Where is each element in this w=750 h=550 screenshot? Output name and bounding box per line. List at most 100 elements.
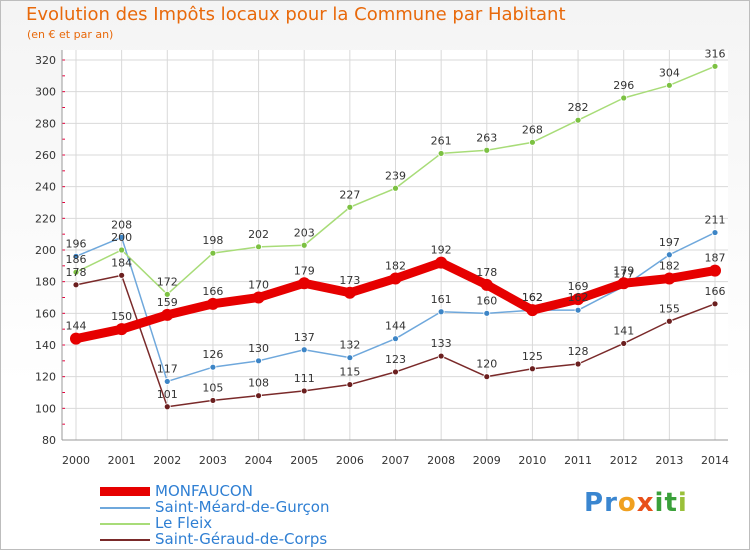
data-label: 101 (157, 388, 178, 401)
proxiti-logo: Proxiti (584, 488, 688, 518)
data-label: 105 (202, 381, 223, 394)
data-label: 132 (339, 339, 360, 352)
data-point (252, 291, 265, 304)
chart-subtitle: (en € et par an) (27, 28, 114, 41)
data-label: 166 (202, 285, 223, 298)
y-tick-label: 120 (35, 371, 56, 384)
legend-swatch (100, 506, 150, 509)
x-tick-label: 2001 (108, 454, 136, 467)
data-label: 211 (705, 214, 726, 227)
data-point (620, 340, 628, 347)
data-point (298, 277, 311, 290)
data-point (620, 94, 628, 102)
data-label: 282 (568, 101, 589, 114)
data-point (255, 357, 262, 365)
data-label: 304 (659, 66, 680, 79)
data-label: 261 (431, 134, 452, 147)
data-label: 198 (202, 234, 223, 247)
data-point (574, 306, 582, 314)
data-label: 179 (294, 264, 315, 277)
logo-letter: i (677, 488, 688, 518)
data-point (709, 264, 721, 277)
data-label: 177 (613, 267, 634, 280)
data-point (572, 293, 585, 306)
data-label: 128 (568, 345, 589, 358)
data-label: 137 (294, 331, 315, 344)
data-label: 178 (476, 266, 497, 279)
y-tick-label: 200 (35, 244, 56, 257)
data-label: 155 (659, 302, 680, 315)
logo-letter: r (604, 488, 618, 518)
data-point (665, 251, 673, 259)
data-label: 268 (522, 123, 543, 136)
chart-legend: MONFAUCON Saint-Méard-de-Gurçon Le Fleix Sa… (100, 483, 330, 547)
data-point (255, 243, 262, 251)
data-label: 192 (431, 244, 452, 257)
data-point (70, 332, 82, 345)
data-point (392, 368, 399, 376)
y-tick-label: 160 (35, 307, 56, 320)
x-tick-label: 2010 (518, 454, 546, 467)
data-label: 160 (476, 294, 497, 307)
data-point (115, 323, 128, 336)
data-point (163, 403, 171, 411)
data-label: 166 (705, 285, 726, 298)
x-tick-label: 2003 (199, 454, 227, 467)
data-label: 179 (613, 264, 634, 277)
data-label: 144 (385, 320, 406, 333)
data-label: 115 (339, 366, 360, 379)
data-label: 126 (202, 348, 223, 361)
legend-entry: Saint-Méard-de-Gurçon (100, 499, 330, 515)
data-label: 144 (66, 320, 87, 333)
data-point (437, 150, 445, 157)
data-label: 202 (248, 228, 269, 241)
data-point (711, 300, 719, 308)
data-point (346, 381, 354, 388)
data-point (665, 317, 673, 325)
logo-letter: o (617, 488, 637, 518)
data-label: 111 (294, 372, 315, 385)
data-point (118, 271, 126, 279)
data-label: 169 (568, 280, 589, 293)
data-label: 182 (385, 260, 406, 273)
data-point (163, 378, 171, 385)
data-point (617, 277, 630, 290)
data-point (346, 354, 354, 362)
x-tick-label: 2008 (427, 454, 455, 467)
data-point (711, 229, 719, 236)
data-point (118, 246, 126, 254)
chart-title: Evolution des Impôts locaux pour la Comm… (26, 4, 566, 25)
data-point (300, 346, 308, 354)
data-point (665, 81, 673, 89)
data-point (118, 233, 126, 241)
x-tick-label: 2013 (655, 454, 683, 467)
legend-entry: Saint-Géraud-de-Corps (100, 531, 330, 547)
y-tick-label: 220 (35, 212, 56, 225)
data-label: 141 (613, 324, 634, 337)
data-point (72, 281, 80, 289)
y-tick-label: 100 (35, 402, 56, 415)
legend-label: Saint-Géraud-de-Corps (155, 530, 328, 548)
data-label: 170 (248, 279, 269, 292)
data-label: 133 (431, 337, 452, 350)
y-tick-label: 80 (42, 434, 56, 447)
data-label: 150 (111, 310, 132, 323)
y-tick-label: 260 (35, 149, 56, 162)
data-label: 186 (66, 253, 87, 266)
data-point (209, 249, 217, 257)
data-label: 172 (157, 275, 178, 288)
data-point (663, 272, 676, 285)
data-point (483, 309, 491, 317)
data-point (255, 392, 262, 400)
data-point (343, 286, 356, 299)
data-point (437, 352, 445, 360)
data-point (437, 308, 445, 316)
data-label: 227 (339, 188, 360, 201)
data-label: 184 (111, 256, 132, 269)
data-label: 239 (385, 169, 406, 182)
x-tick-label: 2002 (153, 454, 181, 467)
data-point (300, 387, 308, 395)
x-tick-label: 2009 (473, 454, 501, 467)
data-label: 108 (248, 377, 269, 390)
data-label: 117 (157, 362, 178, 375)
